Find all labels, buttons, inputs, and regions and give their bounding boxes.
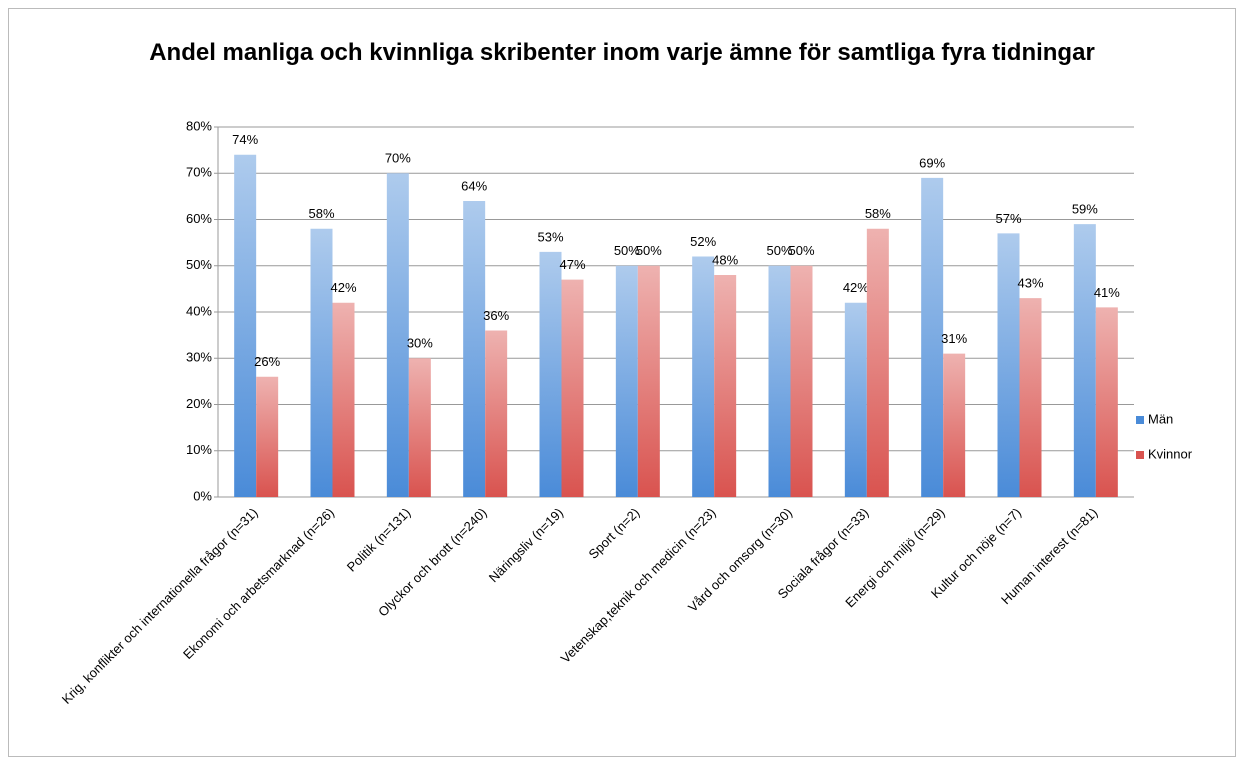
- bar: [1019, 298, 1042, 497]
- bar: [539, 251, 562, 497]
- bar: [790, 265, 813, 497]
- bar: [997, 233, 1020, 497]
- data-label: 52%: [690, 234, 716, 249]
- data-label: 57%: [995, 211, 1021, 226]
- legend-label: Män: [1148, 411, 1173, 426]
- data-label: 43%: [1017, 276, 1043, 291]
- data-label: 69%: [919, 155, 945, 170]
- bar: [692, 256, 715, 497]
- data-label: 31%: [941, 331, 967, 346]
- data-label: 64%: [461, 178, 487, 193]
- bar: [234, 154, 257, 497]
- y-tick-label: 20%: [186, 396, 212, 411]
- y-tick-label: 0%: [193, 488, 212, 503]
- data-label: 30%: [407, 336, 433, 351]
- data-label: 47%: [559, 257, 585, 272]
- data-label: 42%: [330, 280, 356, 295]
- data-label: 50%: [788, 243, 814, 258]
- bar: [844, 302, 867, 497]
- bar: [615, 265, 638, 497]
- bar: [637, 265, 660, 497]
- y-tick-label: 60%: [186, 211, 212, 226]
- bar: [256, 376, 279, 497]
- bar: [866, 228, 889, 497]
- data-label: 58%: [865, 206, 891, 221]
- bar: [921, 177, 944, 497]
- data-label: 36%: [483, 308, 509, 323]
- bar: [386, 173, 409, 497]
- chart-title: Andel manliga och kvinnliga skribenter i…: [149, 39, 1095, 66]
- y-tick-label: 50%: [186, 257, 212, 272]
- bar: [332, 302, 355, 497]
- bar: [714, 275, 737, 497]
- data-label: 70%: [385, 151, 411, 166]
- data-label: 50%: [636, 243, 662, 258]
- y-tick-label: 70%: [186, 165, 212, 180]
- data-label: 41%: [1094, 285, 1120, 300]
- data-label: 50%: [614, 243, 640, 258]
- bar: [463, 201, 486, 497]
- data-label: 59%: [1072, 202, 1098, 217]
- bar: [943, 353, 966, 497]
- legend-label: Kvinnor: [1148, 446, 1193, 461]
- data-label: 48%: [712, 252, 738, 267]
- y-tick-label: 30%: [186, 350, 212, 365]
- data-label: 58%: [308, 206, 334, 221]
- bar: [1095, 307, 1118, 497]
- bar: [485, 330, 508, 497]
- data-label: 53%: [537, 229, 563, 244]
- bar: [561, 279, 584, 497]
- y-tick-label: 10%: [186, 442, 212, 457]
- bar: [408, 358, 431, 497]
- data-label: 26%: [254, 354, 280, 369]
- legend-swatch: [1136, 451, 1144, 459]
- legend-swatch: [1136, 416, 1144, 424]
- data-label: 42%: [843, 280, 869, 295]
- data-label: 74%: [232, 132, 258, 147]
- bar: [310, 228, 333, 497]
- bar: [768, 265, 791, 497]
- data-label: 50%: [766, 243, 792, 258]
- y-tick-label: 40%: [186, 303, 212, 318]
- y-tick-label: 80%: [186, 118, 212, 133]
- bar: [1073, 224, 1096, 497]
